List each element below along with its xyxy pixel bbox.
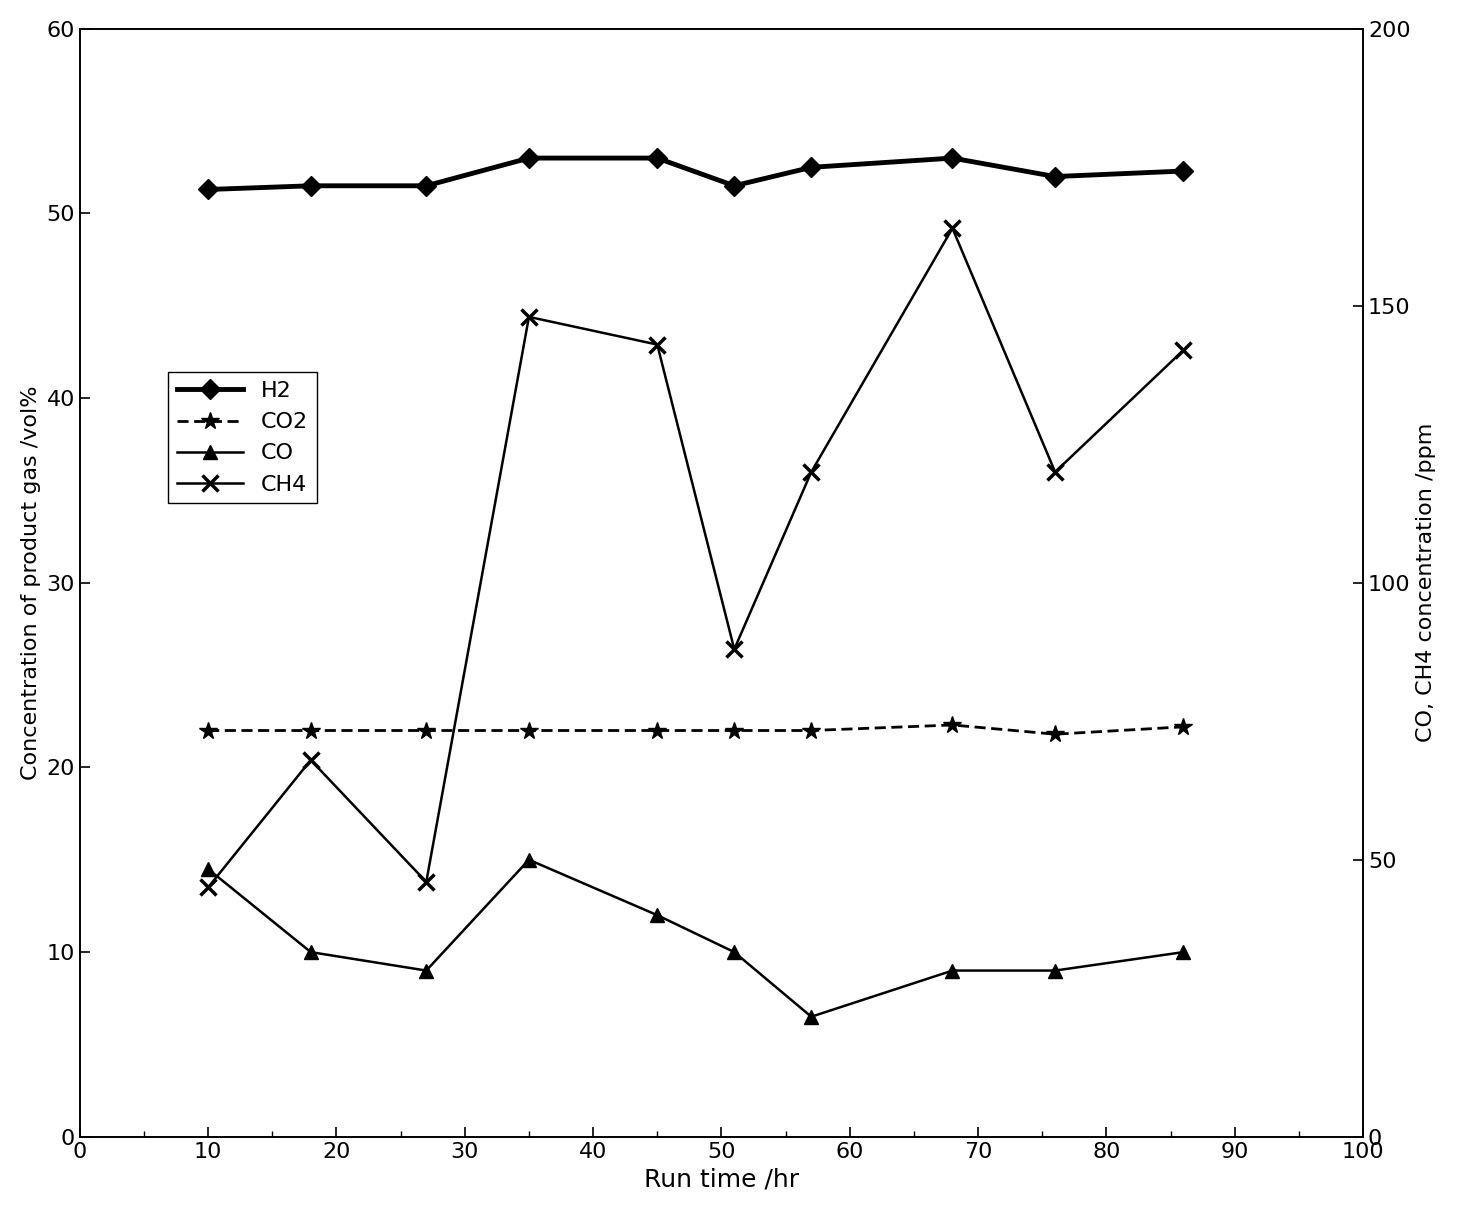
Y-axis label: Concentration of product gas /vol%: Concentration of product gas /vol% bbox=[20, 385, 41, 781]
CH4 bbox=[648, 337, 666, 351]
CO bbox=[726, 945, 743, 960]
CO2 bbox=[648, 724, 666, 738]
Legend: H2, CO2, CO, CH4: H2, CO2, CO, CH4 bbox=[168, 372, 318, 503]
CH4 bbox=[1046, 464, 1064, 479]
CO bbox=[944, 964, 962, 978]
CO2 bbox=[944, 718, 962, 732]
Y-axis label: CO, CH4 concentration /ppm: CO, CH4 concentration /ppm bbox=[1416, 423, 1437, 743]
Line: H2: H2 bbox=[201, 152, 1190, 196]
CH4 bbox=[200, 880, 217, 894]
H2 bbox=[648, 150, 666, 165]
CH4 bbox=[1174, 343, 1192, 358]
CO bbox=[1046, 964, 1064, 978]
H2 bbox=[200, 182, 217, 196]
CO2 bbox=[418, 724, 436, 738]
CO2 bbox=[803, 724, 820, 738]
CO bbox=[520, 852, 538, 867]
CO2 bbox=[1046, 727, 1064, 742]
CO bbox=[418, 964, 436, 978]
CO2 bbox=[1174, 720, 1192, 734]
H2 bbox=[1174, 164, 1192, 178]
Line: CO2: CO2 bbox=[200, 716, 1192, 743]
CH4 bbox=[520, 309, 538, 324]
CO2 bbox=[200, 724, 217, 738]
CO2 bbox=[520, 724, 538, 738]
Line: CH4: CH4 bbox=[200, 219, 1192, 896]
H2 bbox=[726, 178, 743, 193]
H2 bbox=[302, 178, 319, 193]
CO bbox=[803, 1010, 820, 1024]
CH4 bbox=[803, 464, 820, 479]
H2 bbox=[520, 150, 538, 165]
H2 bbox=[944, 150, 962, 165]
CO bbox=[648, 908, 666, 922]
CO2 bbox=[302, 724, 319, 738]
CH4 bbox=[302, 753, 319, 767]
H2 bbox=[1046, 170, 1064, 184]
CH4 bbox=[944, 221, 962, 235]
CO2 bbox=[726, 724, 743, 738]
X-axis label: Run time /hr: Run time /hr bbox=[644, 1167, 798, 1191]
H2 bbox=[803, 160, 820, 175]
CH4 bbox=[726, 642, 743, 657]
CO bbox=[1174, 945, 1192, 960]
CO bbox=[302, 945, 319, 960]
CO bbox=[200, 862, 217, 876]
CH4 bbox=[418, 875, 436, 890]
H2 bbox=[418, 178, 436, 193]
Line: CO: CO bbox=[201, 853, 1190, 1024]
